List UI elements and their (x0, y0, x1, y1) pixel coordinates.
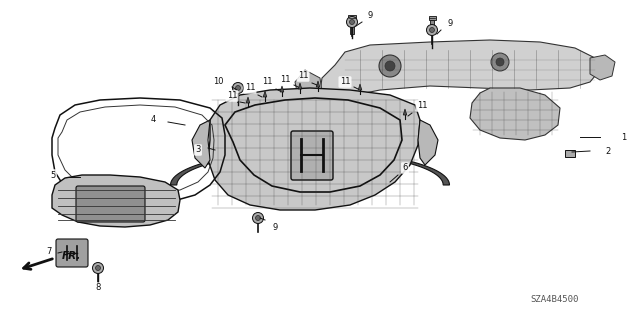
Polygon shape (418, 120, 438, 165)
Polygon shape (295, 70, 322, 100)
Text: SZA4B4500: SZA4B4500 (531, 295, 579, 305)
Text: 5: 5 (51, 170, 56, 180)
Text: 9: 9 (273, 224, 278, 233)
Circle shape (232, 83, 243, 93)
Polygon shape (316, 81, 320, 87)
Text: 11: 11 (298, 71, 308, 80)
Text: 9: 9 (447, 19, 452, 28)
Polygon shape (403, 109, 407, 115)
Circle shape (93, 263, 104, 273)
FancyBboxPatch shape (291, 131, 333, 180)
Polygon shape (192, 120, 210, 168)
Polygon shape (358, 84, 362, 90)
Circle shape (255, 216, 260, 220)
Polygon shape (298, 83, 302, 89)
Circle shape (253, 212, 264, 224)
Polygon shape (208, 88, 420, 210)
Polygon shape (170, 151, 449, 185)
Circle shape (429, 27, 435, 33)
FancyBboxPatch shape (56, 239, 88, 267)
Bar (348, 15, 356, 20)
Bar (430, 20, 434, 32)
Text: 6: 6 (403, 164, 408, 173)
Bar (429, 16, 435, 20)
Text: 9: 9 (367, 11, 372, 19)
Circle shape (236, 85, 241, 91)
Circle shape (491, 53, 509, 71)
Polygon shape (590, 55, 615, 80)
Text: 11: 11 (227, 92, 237, 100)
Text: 11: 11 (340, 78, 350, 86)
Bar (349, 20, 355, 34)
Text: 11: 11 (417, 101, 428, 110)
Circle shape (385, 61, 395, 71)
Circle shape (349, 19, 355, 25)
Polygon shape (263, 91, 267, 97)
Polygon shape (246, 97, 250, 103)
Text: 4: 4 (150, 115, 156, 124)
Text: 2: 2 (605, 146, 611, 155)
Polygon shape (470, 88, 560, 140)
Circle shape (95, 265, 100, 271)
Text: FR.: FR. (62, 251, 81, 261)
Text: 8: 8 (95, 284, 100, 293)
Circle shape (379, 55, 401, 77)
FancyBboxPatch shape (76, 186, 145, 222)
Circle shape (496, 58, 504, 66)
Text: 7: 7 (46, 248, 52, 256)
Text: 10: 10 (212, 78, 223, 86)
Text: 3: 3 (195, 145, 201, 154)
Polygon shape (320, 40, 600, 100)
Text: 11: 11 (262, 78, 272, 86)
Text: 11: 11 (280, 75, 291, 84)
Bar (565, 150, 575, 157)
Polygon shape (52, 175, 180, 227)
Circle shape (426, 25, 438, 35)
Circle shape (346, 17, 358, 27)
Text: 11: 11 (244, 84, 255, 93)
Text: 1: 1 (621, 132, 627, 142)
Polygon shape (280, 86, 284, 92)
